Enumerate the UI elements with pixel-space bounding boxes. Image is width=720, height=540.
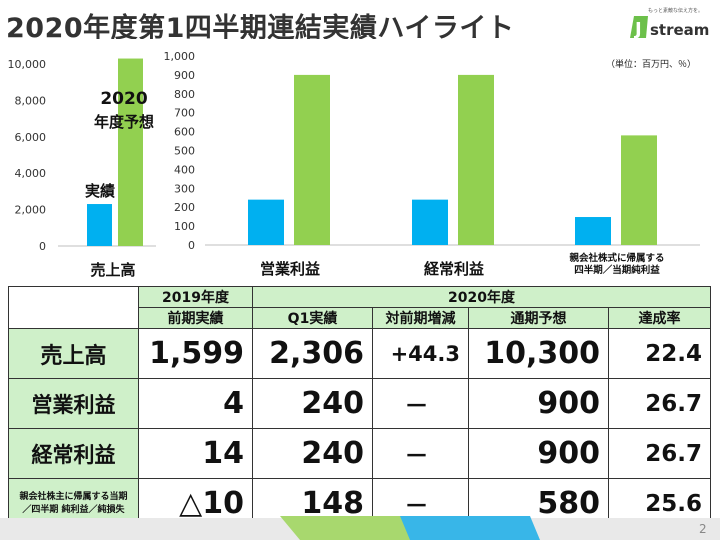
bar-sales-forecast <box>118 58 143 246</box>
annotation-forecast-line1: 2020 <box>100 89 147 109</box>
y-tick-label: 0 <box>39 240 46 253</box>
cell-prev: 1,599 <box>138 328 253 379</box>
y-tick-label: 2,000 <box>15 204 47 217</box>
bar-forecast <box>294 74 330 246</box>
table-corner <box>8 286 139 329</box>
annotation-actual: 実績 <box>85 182 115 200</box>
y-tick-label: 600 <box>174 126 195 139</box>
row-label-sales: 売上高 <box>8 328 139 379</box>
y-tick-label: 10,000 <box>8 58 47 71</box>
logo-text: stream <box>650 21 709 39</box>
kpi-table: 2019年度 2020年度 前期実績 Q1実績 対前期増減 通期予想 達成率 売… <box>8 286 711 529</box>
cell-q1: 2,306 <box>252 328 373 379</box>
col-achievement-rate: 達成率 <box>608 307 711 329</box>
unit-label: （単位：百万円、％） <box>606 60 697 70</box>
y-tick-label: 900 <box>174 69 195 82</box>
bar-actual <box>248 199 284 245</box>
row-label-ordinary-income: 経常利益 <box>8 428 139 479</box>
cell-change: － <box>372 428 469 479</box>
x-category-label: 経常利益 <box>424 260 484 278</box>
x-category-label: 親会社株式に帰属する <box>569 252 664 264</box>
row-label-net-income-line1: 親会社株主に帰属する当期 <box>19 491 128 502</box>
y-tick-label: 400 <box>174 163 195 176</box>
cell-prev: 14 <box>138 428 253 479</box>
y-tick-label: 8,000 <box>15 94 47 107</box>
cell-forecast: 900 <box>468 428 609 479</box>
jstream-logo: もっと素敵な伝え方を。 J stream <box>630 7 709 40</box>
title-underline-bar <box>0 39 610 41</box>
cell-rate: 22.4 <box>608 328 711 379</box>
title-underline <box>0 39 610 41</box>
y-tick-label: 300 <box>174 182 195 195</box>
footer-band <box>0 516 720 540</box>
cell-prev: 4 <box>138 378 253 429</box>
cell-q1: 240 <box>252 428 373 479</box>
logo-mark-letter: J <box>633 19 642 40</box>
cell-q1: 240 <box>252 378 373 429</box>
y-tick-label: 200 <box>174 201 195 214</box>
table-row: 売上高 1,599 2,306 +44.3 10,300 22.4 <box>8 328 711 379</box>
x-category-label: 売上高 <box>90 261 135 279</box>
header-year-curr: 2020年度 <box>252 286 711 308</box>
y-tick-label: 0 <box>188 239 195 252</box>
y-tick-label: 6,000 <box>15 131 47 144</box>
y-tick-label: 4,000 <box>15 167 47 180</box>
bar-forecast <box>458 74 494 246</box>
y-tick-label: 700 <box>174 107 195 120</box>
col-full-year-forecast: 通期予想 <box>468 307 609 329</box>
bar-actual <box>575 217 611 245</box>
bar-sales-actual <box>87 204 112 246</box>
y-tick-label: 100 <box>174 220 195 233</box>
row-label-net-income-line2: ／四半期 純利益／純損失 <box>22 504 125 515</box>
logo-mark-icon <box>630 16 648 38</box>
annotation-forecast-line2: 年度予想 <box>94 113 154 131</box>
cell-change: +44.3 <box>372 328 469 379</box>
header-year-prev: 2019年度 <box>138 286 253 308</box>
cell-forecast: 10,300 <box>468 328 609 379</box>
x-category-label: 営業利益 <box>260 260 320 278</box>
row-label-operating-income: 営業利益 <box>8 378 139 429</box>
table-row: 経常利益 14 240 － 900 26.7 <box>8 428 711 479</box>
kpi-bar-charts: 10,000 8,000 6,000 4,000 2,000 0 実績 2020 年度予想売上高… <box>8 50 700 279</box>
page-number: 2 <box>699 522 707 536</box>
cell-forecast: 900 <box>468 378 609 429</box>
logo-tagline: もっと素敵な伝え方を。 <box>648 7 703 14</box>
y-tick-label: 1,000 <box>164 50 196 63</box>
table-row: 営業利益 4 240 － 900 26.7 <box>8 378 711 429</box>
slide-title: 2020年度第1四半期連結実績ハイライト <box>6 13 515 44</box>
y-tick-label: 500 <box>174 145 195 158</box>
cell-rate: 26.7 <box>608 378 711 429</box>
col-q1-actual: Q1実績 <box>252 307 373 329</box>
bar-forecast <box>621 135 657 245</box>
footer-stripe-blue <box>400 516 540 540</box>
col-prev-actual: 前期実績 <box>138 307 253 329</box>
col-yoy-change: 対前期増減 <box>372 307 469 329</box>
cell-change: － <box>372 378 469 429</box>
x-category-label: 四半期／当期純利益 <box>574 264 660 276</box>
y-tick-label: 800 <box>174 88 195 101</box>
bar-actual <box>412 199 448 245</box>
cell-rate: 26.7 <box>608 428 711 479</box>
